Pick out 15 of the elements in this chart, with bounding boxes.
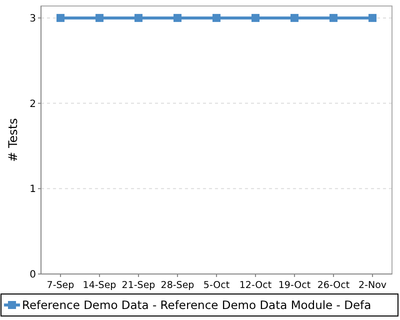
y-axis-title: # Tests xyxy=(6,118,20,162)
y-tick-label: 3 xyxy=(30,13,36,24)
x-tick-label: 14-Sep xyxy=(82,280,116,291)
x-tick-label: 19-Oct xyxy=(278,280,311,291)
x-tick-label: 12-Oct xyxy=(239,280,272,291)
y-tick-label: 0 xyxy=(30,270,36,280)
legend-label: Reference Demo Data - Reference Demo Data Module - Defa xyxy=(22,298,372,312)
x-tick-label: 5-Oct xyxy=(203,280,230,291)
x-tick-label: 26-Oct xyxy=(317,280,350,291)
x-tick-label: 21-Sep xyxy=(122,280,156,291)
x-tick-label: 2-Nov xyxy=(358,280,387,291)
y-tick-label: 2 xyxy=(30,98,36,110)
y-tick-label: 1 xyxy=(30,184,36,196)
x-tick-label: 28-Sep xyxy=(160,280,194,291)
x-tick-label: 7-Sep xyxy=(46,280,74,291)
